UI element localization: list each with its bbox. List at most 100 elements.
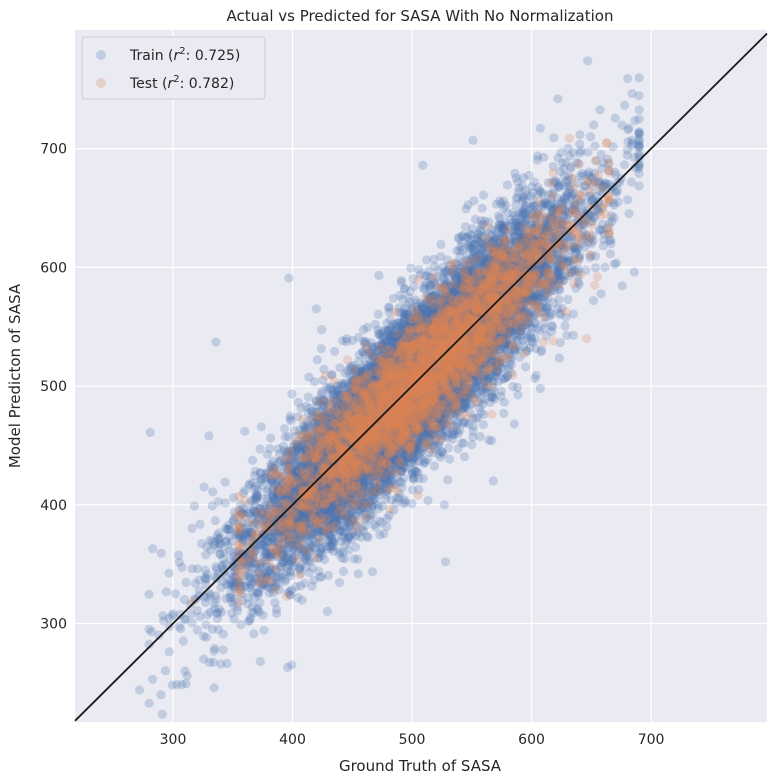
data-point bbox=[362, 322, 372, 333]
data-point bbox=[354, 457, 364, 467]
data-point bbox=[336, 428, 346, 438]
data-point bbox=[467, 287, 477, 297]
data-point bbox=[467, 388, 477, 398]
data-point bbox=[429, 363, 439, 373]
data-point bbox=[330, 451, 340, 461]
data-point bbox=[445, 293, 455, 303]
data-point bbox=[532, 266, 542, 276]
data-point bbox=[494, 257, 504, 267]
data-point bbox=[330, 465, 340, 475]
data-point bbox=[342, 493, 352, 503]
data-point bbox=[298, 470, 308, 480]
data-point bbox=[431, 316, 441, 326]
data-point bbox=[303, 433, 313, 443]
data-point bbox=[392, 409, 402, 419]
data-point bbox=[435, 344, 445, 354]
data-point bbox=[368, 567, 378, 577]
data-point bbox=[418, 422, 428, 432]
data-point bbox=[514, 267, 525, 277]
data-point bbox=[384, 436, 394, 446]
data-point bbox=[378, 430, 388, 440]
data-point bbox=[468, 374, 478, 384]
data-point bbox=[421, 346, 431, 356]
data-point bbox=[397, 373, 407, 383]
data-point bbox=[517, 258, 527, 268]
data-point bbox=[360, 442, 371, 452]
data-point bbox=[332, 452, 342, 462]
data-point bbox=[298, 476, 308, 486]
data-point bbox=[403, 398, 413, 408]
data-point bbox=[535, 123, 546, 133]
data-point bbox=[501, 298, 511, 309]
data-point bbox=[289, 552, 299, 562]
data-point bbox=[376, 454, 386, 464]
data-point bbox=[444, 350, 454, 360]
data-point bbox=[340, 457, 350, 467]
data-point bbox=[510, 307, 520, 317]
data-point bbox=[436, 338, 446, 348]
data-point bbox=[355, 449, 365, 459]
data-point bbox=[351, 431, 361, 441]
data-point bbox=[588, 296, 599, 306]
data-point bbox=[401, 405, 411, 415]
data-point bbox=[417, 343, 427, 354]
data-point bbox=[436, 239, 446, 250]
data-point bbox=[445, 383, 455, 393]
data-point bbox=[428, 424, 438, 434]
data-point bbox=[453, 309, 463, 319]
data-point bbox=[319, 514, 329, 524]
data-point bbox=[354, 445, 365, 455]
data-point bbox=[477, 220, 487, 230]
data-point bbox=[372, 458, 383, 468]
data-point bbox=[442, 310, 452, 321]
data-point bbox=[311, 487, 321, 498]
data-point bbox=[447, 300, 457, 310]
data-point bbox=[349, 527, 359, 537]
data-point bbox=[266, 433, 276, 443]
data-point bbox=[388, 407, 398, 417]
data-point bbox=[391, 327, 401, 337]
data-point bbox=[516, 270, 526, 280]
data-point bbox=[407, 362, 417, 372]
data-point bbox=[540, 265, 550, 275]
data-point bbox=[450, 284, 460, 294]
data-point bbox=[513, 187, 523, 197]
data-point bbox=[425, 394, 435, 404]
data-point bbox=[343, 412, 353, 422]
data-point bbox=[547, 234, 557, 244]
data-point bbox=[470, 336, 480, 346]
data-point bbox=[361, 396, 371, 406]
data-point bbox=[426, 399, 436, 410]
data-point bbox=[472, 305, 482, 315]
data-point bbox=[148, 674, 158, 684]
data-point bbox=[393, 407, 403, 417]
data-point bbox=[459, 269, 469, 280]
data-point bbox=[533, 207, 544, 218]
data-point bbox=[624, 209, 634, 219]
data-point bbox=[453, 386, 463, 396]
data-point bbox=[346, 453, 357, 463]
data-point bbox=[516, 326, 526, 336]
data-point bbox=[402, 435, 413, 445]
data-point bbox=[448, 343, 458, 353]
data-point bbox=[426, 286, 436, 296]
data-point bbox=[352, 460, 363, 471]
data-point bbox=[346, 390, 356, 400]
data-point bbox=[390, 364, 400, 374]
data-point bbox=[401, 333, 411, 343]
data-point bbox=[348, 458, 358, 468]
data-point bbox=[461, 281, 471, 291]
data-point bbox=[293, 526, 303, 536]
data-point bbox=[403, 362, 413, 372]
data-point bbox=[396, 398, 406, 409]
data-point bbox=[422, 372, 432, 382]
data-point bbox=[413, 311, 423, 322]
data-point bbox=[434, 375, 444, 385]
data-point bbox=[376, 394, 386, 404]
data-point bbox=[395, 357, 405, 367]
data-point bbox=[420, 393, 431, 403]
data-point bbox=[415, 432, 425, 442]
data-point bbox=[302, 477, 312, 487]
data-point bbox=[422, 376, 432, 386]
